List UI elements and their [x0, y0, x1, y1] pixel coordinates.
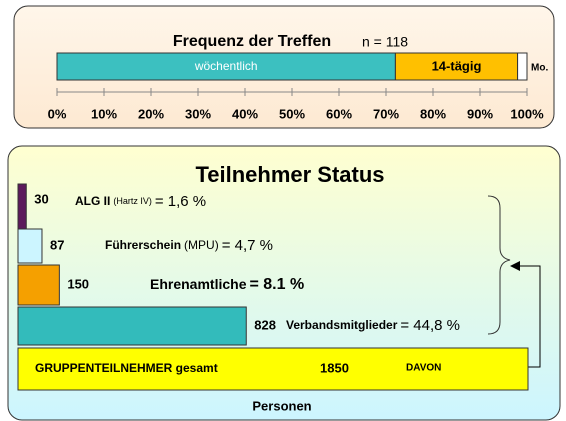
x-tick-label: 40% — [232, 106, 258, 121]
share-label: = 1,6 % — [155, 193, 206, 210]
bar — [17, 347, 529, 391]
x-tick-label: 10% — [91, 106, 117, 121]
segment-label: wöchentlich — [194, 59, 258, 73]
x-tick-label: 20% — [138, 106, 164, 121]
category-note: (Hartz IV) — [113, 196, 152, 206]
x-tick-label: 50% — [279, 106, 305, 121]
x-tick-label: 90% — [467, 106, 493, 121]
category-label: ALG II (Hartz IV) = 1,6 % — [75, 193, 206, 210]
x-tick-label: 100% — [510, 106, 544, 121]
bar — [17, 264, 60, 306]
value-label: 828 — [254, 317, 276, 332]
category-note: (MPU) — [184, 238, 219, 252]
bar-segment — [517, 52, 528, 81]
value-label: 1850 — [320, 360, 349, 375]
category-name: GRUPPENTEILNEHMER gesamt — [35, 361, 218, 375]
category-label: Führerschein (MPU) = 4,7 % — [105, 237, 273, 254]
bar — [17, 183, 27, 231]
segment-label: 14-tägig — [432, 58, 482, 73]
bracket — [487, 195, 511, 335]
x-axis-label: Personen — [252, 398, 311, 413]
chart-subtitle: n = 118 — [362, 34, 408, 50]
category-name: ALG II — [75, 194, 110, 208]
segment-label: Mo. — [531, 63, 548, 74]
x-tick-label: 80% — [420, 106, 446, 121]
category-label: Ehrenamtliche = 8.1 % — [150, 276, 304, 294]
x-tick-label: 60% — [326, 106, 352, 121]
category-name: Führerschein — [105, 238, 181, 252]
category-name: Ehrenamtliche — [150, 276, 247, 292]
bar-segment — [394, 52, 519, 81]
x-tick-label: 70% — [373, 106, 399, 121]
chart-title: Frequenz der Treffen — [173, 33, 331, 50]
category-label: GRUPPENTEILNEHMER gesamt — [35, 361, 218, 375]
category-name: Verbandsmitglieder — [286, 318, 398, 332]
value-label: 87 — [50, 237, 64, 252]
bar — [17, 306, 247, 346]
share-label: = 4,7 % — [222, 237, 273, 254]
value-label: 150 — [67, 276, 89, 291]
arrow-head — [510, 261, 520, 271]
x-tick-label: 0% — [48, 106, 67, 121]
bar — [17, 228, 43, 264]
value-label: 30 — [34, 191, 48, 206]
share-label: = 44,8 % — [400, 317, 460, 334]
x-tick-label: 30% — [185, 106, 211, 121]
annotation: DAVON — [406, 363, 441, 374]
chart-title: Teilnehmer Status — [195, 162, 384, 187]
share-label: = 8.1 % — [249, 276, 304, 293]
category-label: Verbandsmitglieder = 44,8 % — [286, 317, 460, 334]
